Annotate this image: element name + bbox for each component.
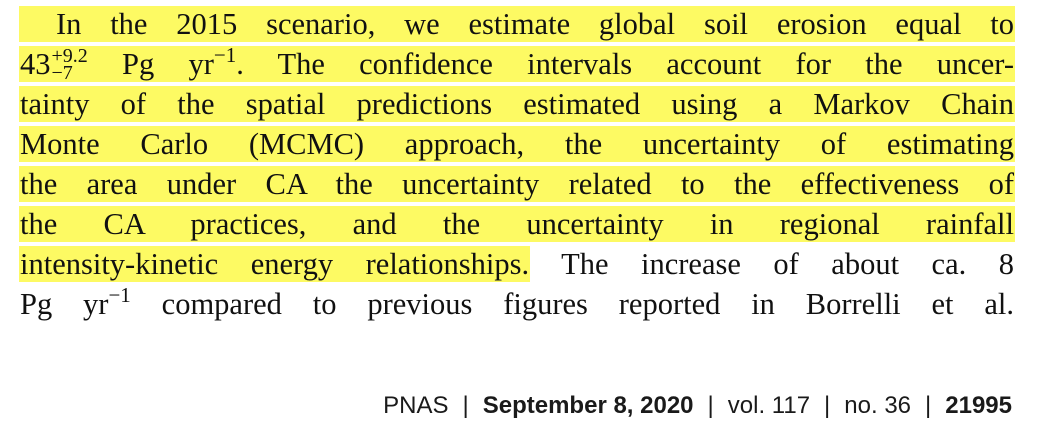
- sentence-text: . The confidence intervals account for t…: [236, 47, 1015, 81]
- upper-bound: +9.2: [51, 45, 88, 67]
- journal-name: PNAS: [383, 392, 449, 419]
- paragraph-line-6: the CA practices, and the uncertainty in…: [20, 204, 1014, 244]
- highlighted-text: Monte Carlo (MCMC) approach, the uncerta…: [20, 127, 1014, 161]
- volume-number: vol. 117: [727, 392, 811, 419]
- erosion-value: 43: [20, 47, 51, 81]
- highlighted-text: In the 2015 scenario, we estimate global…: [20, 7, 1014, 41]
- highlighted-text: the CA practices, and the uncertainty in…: [20, 207, 1014, 241]
- unit-text: Pg yr: [20, 287, 109, 321]
- paragraph-line-7: intensity-kinetic energy relationships. …: [20, 244, 1014, 284]
- paragraph-line-3: tainty of the spatial predictions estima…: [20, 84, 1014, 124]
- footer-separator: |: [462, 392, 469, 419]
- highlighted-text: intensity-kinetic energy relationships.: [20, 247, 530, 281]
- paragraph-line-4: Monte Carlo (MCMC) approach, the uncerta…: [20, 124, 1014, 164]
- footer-separator: |: [925, 392, 932, 419]
- issue-number: no. 36: [844, 392, 912, 419]
- footer-separator: |: [824, 392, 831, 419]
- page-footer: PNAS | September 8, 2020 | vol. 117 | no. 36 | 2…: [383, 392, 1012, 420]
- highlighted-text: tainty of the spatial predictions estima…: [20, 87, 1014, 121]
- lower-bound: −7: [51, 62, 73, 84]
- plain-text: compared to previous figures reported in…: [130, 287, 1014, 321]
- unit-text: Pg yr: [87, 47, 214, 81]
- unit-exponent: −1: [213, 43, 237, 67]
- footer-separator: |: [707, 392, 714, 419]
- unit-exponent: −1: [108, 283, 131, 307]
- plain-text: The increase of about ca. 8: [529, 247, 1014, 281]
- paragraph-line-8: Pg yr−1 compared to previous figures rep…: [20, 284, 1014, 324]
- paragraph-line-2: 43 +9.2 −7 Pg yr−1. The confidence interva…: [20, 44, 1015, 84]
- article-paragraph: In the 2015 scenario, we estimate global…: [20, 4, 1015, 324]
- paragraph-line-5: the area under CA the uncertainty relate…: [20, 164, 1014, 204]
- highlighted-text: the area under CA the uncertainty relate…: [20, 167, 1014, 201]
- page-number: 21995: [945, 392, 1012, 419]
- paragraph-line-1: In the 2015 scenario, we estimate global…: [20, 4, 1014, 44]
- confidence-interval: +9.2 −7: [51, 45, 88, 84]
- highlighted-text: 43 +9.2 −7 Pg yr−1. The confidence interva…: [20, 45, 1015, 84]
- publication-date: September 8, 2020: [482, 392, 694, 419]
